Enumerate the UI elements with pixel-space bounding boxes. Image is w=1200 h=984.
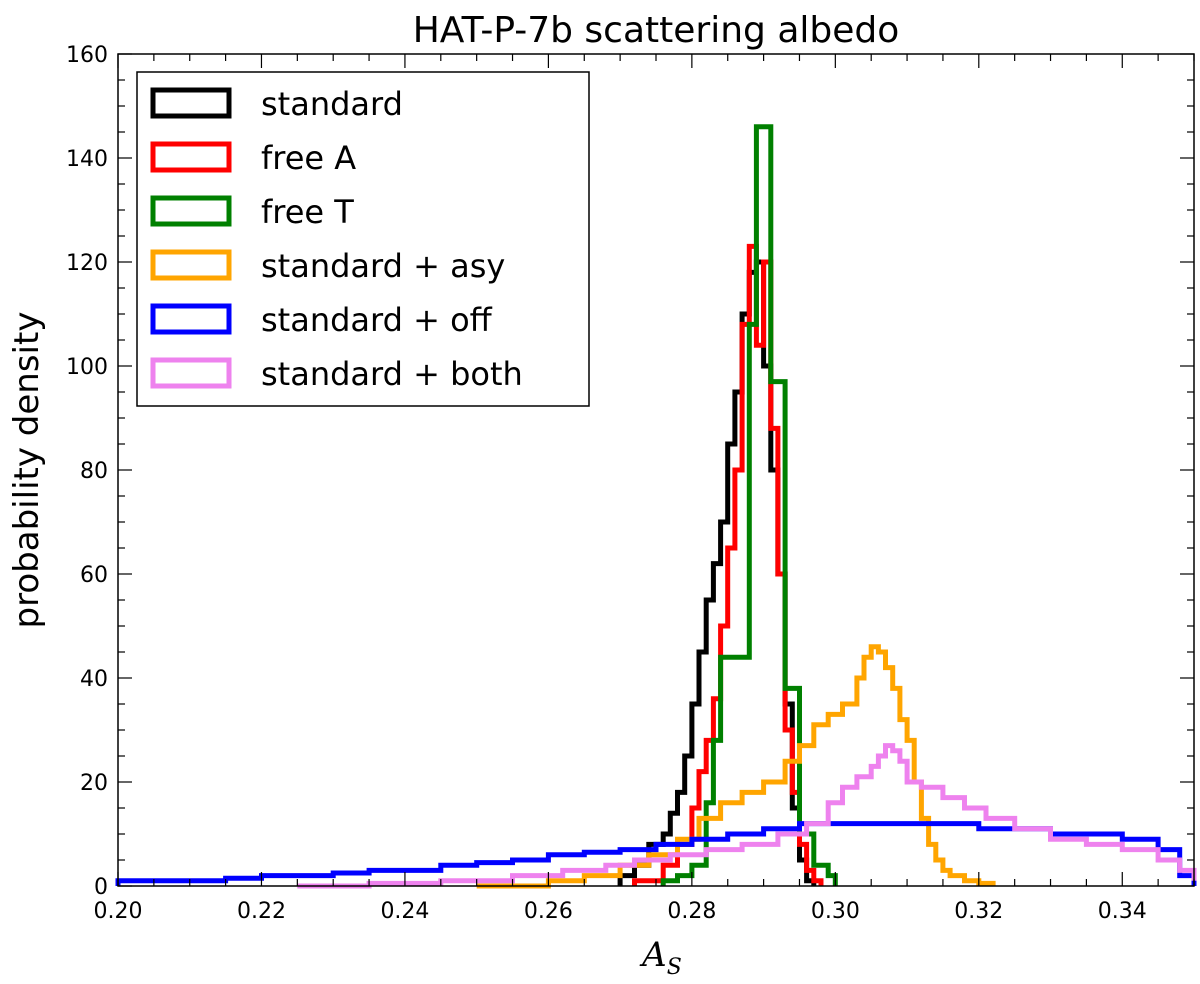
y-tick-label: 120 bbox=[66, 251, 108, 276]
x-axis-ticks: 0.20 0.22 0.24 0.26 0.28 0.30 0.32 0.34 bbox=[94, 54, 1195, 924]
legend-swatch bbox=[150, 195, 232, 227]
legend-swatch bbox=[150, 249, 232, 281]
y-tick-label: 140 bbox=[66, 147, 108, 172]
x-tick-label: 0.22 bbox=[237, 899, 286, 924]
x-axis-label: AS bbox=[639, 935, 682, 980]
legend-label: standard + both bbox=[261, 355, 523, 393]
x-tick-label: 0.32 bbox=[954, 899, 1003, 924]
series-line-standard-asy bbox=[476, 644, 996, 889]
x-tick-label: 0.20 bbox=[94, 899, 143, 924]
y-axis-label: probability density bbox=[7, 312, 47, 629]
legend-swatch bbox=[150, 87, 232, 119]
x-tick-label: 0.30 bbox=[811, 899, 860, 924]
series-line-free-t bbox=[660, 124, 838, 886]
x-axis-label-subscript: S bbox=[667, 955, 682, 980]
y-tick-label: 0 bbox=[94, 875, 108, 900]
legend-label: standard + asy bbox=[261, 247, 505, 285]
series-line-standard-off bbox=[115, 821, 1197, 886]
legend-label: free T bbox=[261, 193, 354, 231]
legend-label: standard + off bbox=[261, 301, 493, 339]
y-tick-label: 100 bbox=[66, 355, 108, 380]
legend-swatch bbox=[150, 141, 232, 173]
y-tick-label: 40 bbox=[80, 667, 108, 692]
y-tick-label: 80 bbox=[80, 459, 108, 484]
legend-label: free A bbox=[261, 139, 356, 177]
y-tick-label: 20 bbox=[80, 771, 108, 796]
legend-swatch bbox=[150, 357, 232, 389]
legend-box bbox=[136, 71, 590, 407]
legend: standard free A free T standard + asy standa… bbox=[136, 71, 590, 407]
y-axis-ticks: 0 20 40 60 80 100 120 140 160 bbox=[66, 43, 1194, 900]
legend-swatch bbox=[150, 303, 232, 335]
y-tick-label: 60 bbox=[80, 563, 108, 588]
legend-label: standard bbox=[261, 85, 403, 123]
x-tick-label: 0.26 bbox=[524, 899, 573, 924]
x-axis-label-main: A bbox=[639, 935, 667, 975]
x-tick-label: 0.24 bbox=[380, 899, 429, 924]
x-tick-label: 0.28 bbox=[667, 899, 716, 924]
series-line-standard-both bbox=[297, 743, 1197, 889]
y-tick-label: 160 bbox=[66, 43, 108, 68]
chart-title: HAT-P-7b scattering albedo bbox=[413, 10, 900, 51]
plot-series bbox=[115, 124, 1197, 889]
series-line-free-a bbox=[632, 243, 824, 886]
x-tick-label: 0.34 bbox=[1098, 899, 1147, 924]
